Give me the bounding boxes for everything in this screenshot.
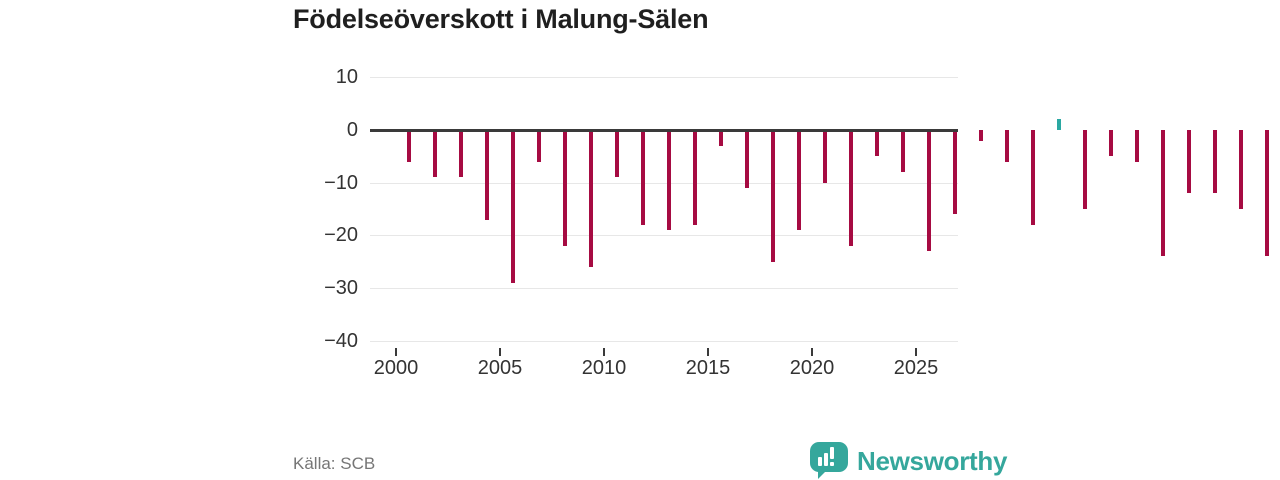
bar-2001q1 bbox=[511, 130, 515, 283]
icon-bar-tall bbox=[830, 447, 834, 459]
y-tick-label--20: −20 bbox=[324, 224, 358, 247]
gridline--10 bbox=[370, 182, 958, 184]
y-tick-label--40: −40 bbox=[324, 329, 358, 352]
y-tick-label-10: 10 bbox=[335, 66, 358, 89]
x-tick-2005 bbox=[499, 348, 501, 356]
bar-2004q4 bbox=[901, 130, 905, 173]
icon-bar-small bbox=[818, 457, 822, 466]
plot-area bbox=[370, 77, 1269, 342]
bar-2006q2 bbox=[1057, 119, 1061, 130]
bar-2003q4 bbox=[797, 130, 801, 231]
bar-2005q2 bbox=[953, 130, 957, 215]
bar-2001q4 bbox=[589, 130, 593, 268]
x-tick-label-2010: 2010 bbox=[581, 357, 627, 379]
bar-2000q4 bbox=[485, 130, 489, 220]
bar-2003q1 bbox=[719, 130, 723, 146]
zero-axis-line bbox=[370, 128, 958, 132]
speech-bubble-tail bbox=[818, 470, 827, 479]
bar-2002q1 bbox=[615, 130, 619, 178]
x-tick-label-2015: 2015 bbox=[685, 357, 731, 379]
bar-2006q1 bbox=[1031, 130, 1035, 225]
bar-2001q3 bbox=[563, 130, 567, 246]
x-tick-2020 bbox=[811, 348, 813, 356]
bar-2004q2 bbox=[849, 130, 853, 246]
bar-2005q3 bbox=[979, 130, 983, 141]
icon-exclamation-dot bbox=[830, 462, 834, 466]
source-label: Källa: SCB bbox=[293, 454, 376, 473]
chart-title: Födelseöverskott i Malung-Sälen bbox=[293, 4, 709, 34]
newsworthy-bar-chart-icon bbox=[810, 441, 850, 480]
bar-2001q2 bbox=[537, 130, 541, 162]
bar-2000q3 bbox=[459, 130, 463, 178]
icon-bar-medium bbox=[824, 453, 828, 466]
x-tick-2015 bbox=[707, 348, 709, 356]
bar-2003q3 bbox=[771, 130, 775, 262]
x-tick-2000 bbox=[395, 348, 397, 356]
x-tick-label-2025: 2025 bbox=[893, 357, 939, 379]
bar-2008q1 bbox=[1239, 130, 1243, 210]
y-tick-label--30: −30 bbox=[324, 277, 358, 300]
x-tick-label-2020: 2020 bbox=[789, 357, 835, 379]
newsworthy-logo: Newsworthy bbox=[810, 441, 1007, 480]
y-tick-label--10: −10 bbox=[324, 171, 358, 194]
x-tick-label-2005: 2005 bbox=[477, 357, 523, 379]
bar-2007q2 bbox=[1161, 130, 1165, 257]
bar-2003q2 bbox=[745, 130, 749, 188]
bar-2002q3 bbox=[667, 130, 671, 231]
bar-2004q1 bbox=[823, 130, 827, 183]
y-tick-label-0: 0 bbox=[346, 119, 358, 141]
bar-2002q4 bbox=[693, 130, 697, 225]
bar-2000q2 bbox=[433, 130, 437, 178]
bar-2005q1 bbox=[927, 130, 931, 252]
gridline--30 bbox=[370, 288, 958, 290]
gridline-10 bbox=[370, 77, 958, 79]
x-tick-2010 bbox=[603, 348, 605, 356]
x-tick-label-2000: 2000 bbox=[373, 357, 419, 379]
gridline--20 bbox=[370, 235, 958, 237]
bar-2006q4 bbox=[1109, 130, 1113, 157]
speech-bubble-shape bbox=[810, 442, 848, 472]
bar-2007q1 bbox=[1135, 130, 1139, 162]
newsworthy-wordmark: Newsworthy bbox=[857, 445, 1008, 476]
bar-2005q4 bbox=[1005, 130, 1009, 162]
bar-2000q1 bbox=[407, 130, 411, 162]
bar-2007q4 bbox=[1213, 130, 1217, 194]
bar-2004q3 bbox=[875, 130, 879, 157]
gridline--40 bbox=[370, 340, 958, 342]
bar-2007q3 bbox=[1187, 130, 1191, 194]
bar-2002q2 bbox=[641, 130, 645, 225]
bar-2008q2 bbox=[1265, 130, 1269, 257]
x-tick-2025 bbox=[915, 348, 917, 356]
bar-2006q3 bbox=[1083, 130, 1087, 210]
